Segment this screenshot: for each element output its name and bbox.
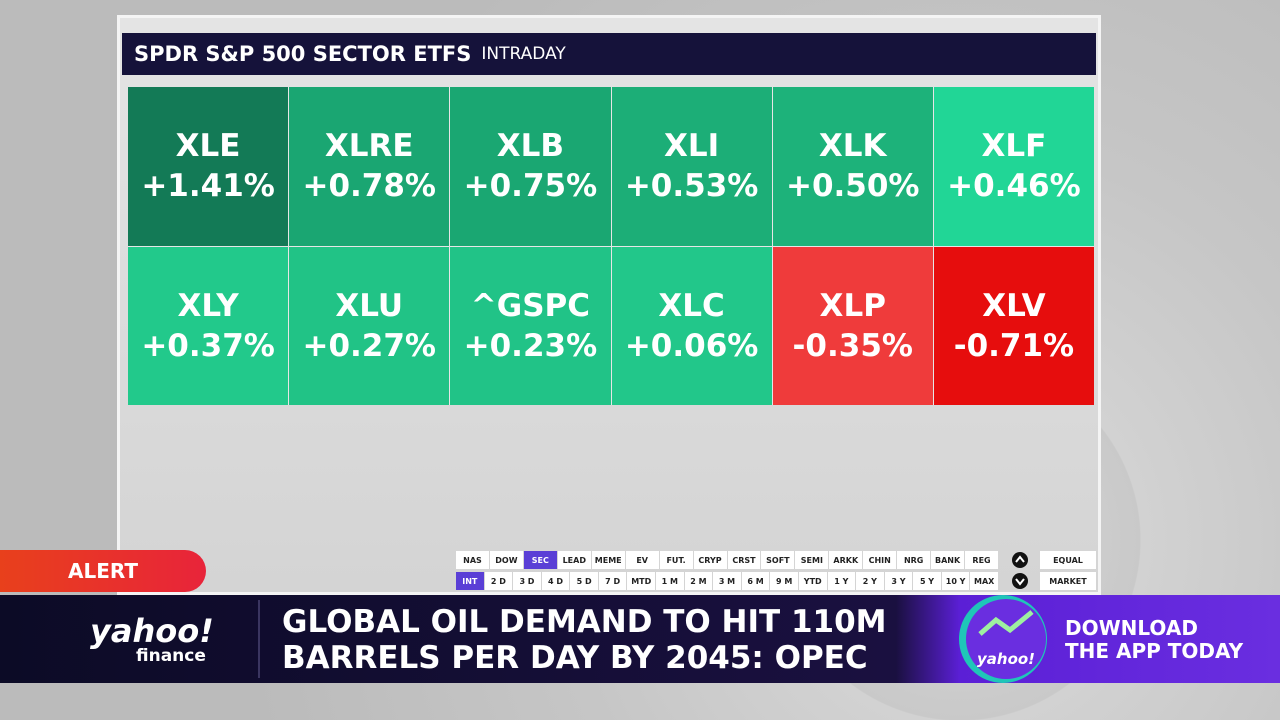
ticker: XLU (335, 287, 404, 324)
group-row: NAS DOW SEC LEAD MEME EV FUT. CRYP CRST SOFT SEMI A… (456, 551, 998, 569)
tile: XLV -0.71% (933, 246, 1094, 405)
app-icon-label: yahoo! (977, 650, 1035, 668)
divider (258, 600, 260, 678)
tile: XLF +0.46% (933, 87, 1094, 246)
change: -0.71% (953, 327, 1075, 364)
group-button[interactable]: CRYP (693, 551, 727, 569)
group-button[interactable]: SOFT (761, 551, 795, 569)
group-button[interactable]: CHIN (863, 551, 897, 569)
promo-line: DOWNLOAD (1065, 616, 1198, 640)
ticker: XLK (818, 128, 887, 165)
change: +0.78% (302, 168, 436, 205)
range-button[interactable]: 2 M (684, 572, 713, 590)
brand: yahoo! (90, 612, 214, 650)
range-button[interactable]: 2 D (484, 572, 513, 590)
tile: ^GSPC +0.23% (450, 246, 611, 405)
group-button[interactable]: LEAD (557, 551, 591, 569)
ticker: XLE (175, 128, 241, 165)
range-button[interactable]: 3 D (513, 572, 541, 590)
range-button[interactable]: 1 M (656, 572, 684, 590)
ticker: XLP (819, 287, 886, 324)
tile: XLB +0.75% (450, 87, 611, 246)
ticker: XLC (658, 287, 725, 324)
range-button[interactable]: 9 M (770, 572, 798, 590)
change: +0.06% (624, 327, 759, 364)
group-button[interactable]: NAS (456, 551, 489, 569)
group-button[interactable]: BANK (931, 551, 965, 569)
range-button[interactable]: 6 M (741, 572, 770, 590)
range-button[interactable]: 5 D (570, 572, 598, 590)
weighting-button[interactable]: MARKET (1040, 572, 1096, 590)
headline-line: BARRELS PER DAY BY 2045: OPEC (282, 640, 868, 676)
range-button[interactable]: 2 Y (856, 572, 884, 590)
range-button[interactable]: 1 Y (827, 572, 856, 590)
range-button[interactable]: 3 Y (884, 572, 913, 590)
ticker: ^GSPC (470, 287, 591, 324)
tile: XLRE +0.78% (289, 87, 450, 246)
arrows (1012, 552, 1028, 589)
group-button[interactable]: CRST (727, 551, 761, 569)
tile: XLE +1.41% (128, 87, 289, 246)
group-button[interactable]: REG (965, 551, 998, 569)
change: +1.41% (141, 168, 275, 205)
group-button[interactable]: FUT. (659, 551, 693, 569)
ticker: XLV (982, 287, 1046, 324)
title: SPDR S&P 500 SECTOR ETFS (134, 42, 472, 66)
weighting-row: MARKET (1040, 572, 1096, 590)
ticker: XLI (663, 128, 720, 165)
group-button[interactable]: EV (625, 551, 659, 569)
ticker: XLY (177, 287, 239, 324)
alert: ALERT (0, 550, 206, 592)
tile: XLC +0.06% (611, 246, 772, 405)
range-button[interactable]: INT (456, 572, 484, 590)
range-button[interactable]: 4 D (541, 572, 570, 590)
range-button[interactable]: YTD (798, 572, 827, 590)
tile: XLU +0.27% (289, 246, 450, 405)
headline: GLOBAL OIL DEMAND TO HIT 110M BARRELS PE… (282, 604, 887, 676)
change: +0.53% (624, 168, 759, 205)
range-button[interactable]: 10 Y (941, 572, 970, 590)
weighting: EQUAL MARKET (1040, 551, 1096, 590)
tile: XLP -0.35% (772, 246, 933, 405)
range-button[interactable]: 7 D (598, 572, 627, 590)
header: SPDR S&P 500 SECTOR ETFS INTRADAY (122, 33, 1096, 75)
change: +0.37% (141, 327, 275, 364)
range-button[interactable]: MAX (970, 572, 998, 590)
tile: XLK +0.50% (772, 87, 933, 246)
weighting-row: EQUAL (1040, 551, 1096, 569)
app-icon: yahoo! (959, 595, 1047, 683)
lower-third (0, 595, 1280, 683)
group-button[interactable]: DOW (489, 551, 523, 569)
change: +0.23% (463, 327, 598, 364)
ticker: XLB (496, 128, 565, 165)
brand-sub: finance (136, 646, 206, 666)
tile: XLI +0.53% (611, 87, 772, 246)
group-button[interactable]: SEC (523, 551, 557, 569)
range-button[interactable]: 3 M (713, 572, 741, 590)
heatmap: XLE +1.41% XLRE +0.78% XLB +0.75% XLI +0.53% XLK… (128, 87, 1094, 405)
group-button[interactable]: MEME (591, 551, 625, 569)
change: -0.35% (792, 327, 913, 364)
range-button[interactable]: 5 Y (913, 572, 941, 590)
promo-line: THE APP TODAY (1065, 639, 1244, 663)
ticker: XLF (981, 128, 1047, 165)
change: +0.75% (463, 168, 598, 205)
group-button[interactable]: ARKK (829, 551, 863, 569)
group-button[interactable]: NRG (897, 551, 931, 569)
controls: NAS DOW SEC LEAD MEME EV FUT. CRYP CRST SOFT SEMI A… (456, 551, 998, 590)
change: +0.27% (302, 327, 436, 364)
subtitle: INTRADAY (481, 44, 566, 64)
change: +0.46% (947, 168, 1081, 205)
headline-line: GLOBAL OIL DEMAND TO HIT 110M (282, 604, 887, 640)
ticker: XLRE (324, 128, 414, 165)
tile: XLY +0.37% (128, 246, 289, 405)
change: +0.50% (785, 168, 920, 205)
range-button[interactable]: MTD (627, 572, 656, 590)
group-button[interactable]: SEMI (795, 551, 829, 569)
promo: DOWNLOAD THE APP TODAY (1065, 617, 1243, 663)
weighting-button[interactable]: EQUAL (1040, 551, 1096, 569)
